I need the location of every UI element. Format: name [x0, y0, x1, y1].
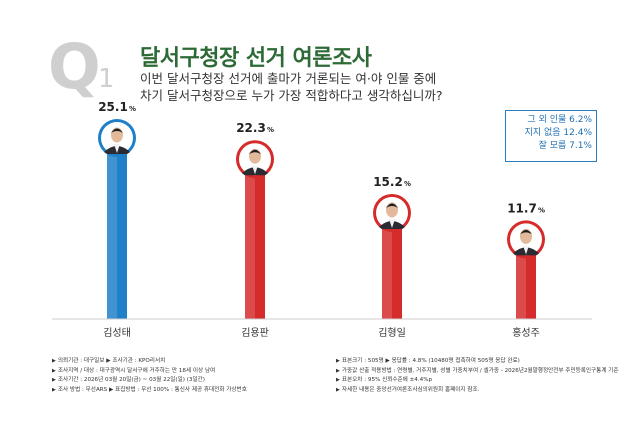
- value-label-1: 25.1: [98, 100, 128, 114]
- bar-4: [516, 239, 526, 319]
- footer-right-line-4: ▶ 자세한 내용은 중앙선거여론조사심의위원회 홈페이지 참조.: [336, 386, 480, 393]
- question-line-2: 차기 달서구청장으로 누가 가장 적합하다고 생각하십니까?: [140, 88, 443, 103]
- other-responses-box: 그 외 인물 6.2% 지지 없음 12.4% 잘 모름 7.1%: [505, 110, 597, 162]
- category-label-4: 홍성주: [512, 326, 540, 339]
- footer-right: ▶ 표본크기 : 505명 ▶ 응답률 : 4.8% (10480명 접촉하여 5…: [336, 357, 619, 395]
- shirt-icon-1: [114, 144, 120, 153]
- value-unit-2: %: [267, 126, 274, 134]
- bar-3: [382, 212, 392, 319]
- value-label-3: 15.2: [373, 175, 403, 189]
- footer-right-line-2: ▶ 가중값 산출 적용방법 : 연령별, 거주지별, 성별 가중치부여 / 셀가중…: [336, 367, 619, 374]
- hair-icon-1: [111, 128, 123, 133]
- footer-left-line-3: ▶ 조사기간 : 2026년 03월 20일(금) ~ 03월 22일(일) (3…: [52, 377, 205, 383]
- question-number-mark: Q 1: [48, 36, 128, 106]
- value-unit-1: %: [129, 105, 136, 113]
- shirt-icon-3: [389, 218, 395, 228]
- category-label-1: 김성태: [103, 327, 131, 339]
- page-title: 달서구청장 선거 여론조사: [140, 46, 372, 71]
- footer-right-line-3: ▶ 표본오차 : 95% 신뢰수준에 ±4.4%p: [336, 377, 433, 383]
- other-response-1: 그 외 인물 6.2%: [527, 115, 592, 125]
- footer-left-line-4: ▶ 조사 방법 : 무선ARS ▶ 표집방법 : 무선 100% : 통신사 제공…: [52, 386, 247, 393]
- hair-icon-4: [520, 229, 532, 235]
- value-unit-3: %: [404, 180, 411, 188]
- q-number: 1: [98, 64, 115, 94]
- question-line-1: 이번 달서구청장 선거에 출마가 거론되는 여·야 인물 중에: [140, 71, 437, 86]
- bar-shade-3: [392, 212, 402, 319]
- bar-shade-4: [526, 239, 536, 319]
- bar-shade-1: [117, 138, 127, 319]
- category-label-3: 김형일: [378, 327, 406, 339]
- other-response-2: 지지 없음 12.4%: [524, 128, 592, 138]
- bar-2: [245, 159, 255, 319]
- footer-left-line-2: ▶ 조사지역 / 대상 : 대구광역시 달서구에 거주하는 만 18세 이상 남여: [52, 367, 216, 374]
- value-unit-4: %: [538, 206, 545, 214]
- q-letter: Q: [48, 30, 101, 103]
- shirt-icon-4: [523, 245, 529, 255]
- category-label-2: 김용판: [241, 327, 269, 339]
- other-response-3: 잘 모름 7.1%: [538, 141, 592, 151]
- hair-icon-2: [249, 149, 261, 155]
- hair-icon-3: [386, 203, 398, 208]
- value-label-2: 22.3: [236, 121, 266, 135]
- bar-1: [107, 138, 117, 319]
- shirt-icon-2: [252, 165, 258, 175]
- survey-question: 이번 달서구청장 선거에 출마가 거론되는 여·야 인물 중에 차기 달서구청장…: [140, 70, 443, 104]
- footer-left: ▶ 의뢰기관 : 대구일보 ▶ 조사기관 : KPO리서치 ▶ 조사지역 / 대상 …: [52, 357, 247, 395]
- footer-left-line-1: ▶ 의뢰기관 : 대구일보 ▶ 조사기관 : KPO리서치: [52, 358, 166, 364]
- value-label-4: 11.7: [507, 201, 537, 215]
- footer-right-line-1: ▶ 표본크기 : 505명 ▶ 응답률 : 4.8% (10480명 접촉하여 5…: [336, 358, 520, 364]
- bar-shade-2: [255, 159, 265, 319]
